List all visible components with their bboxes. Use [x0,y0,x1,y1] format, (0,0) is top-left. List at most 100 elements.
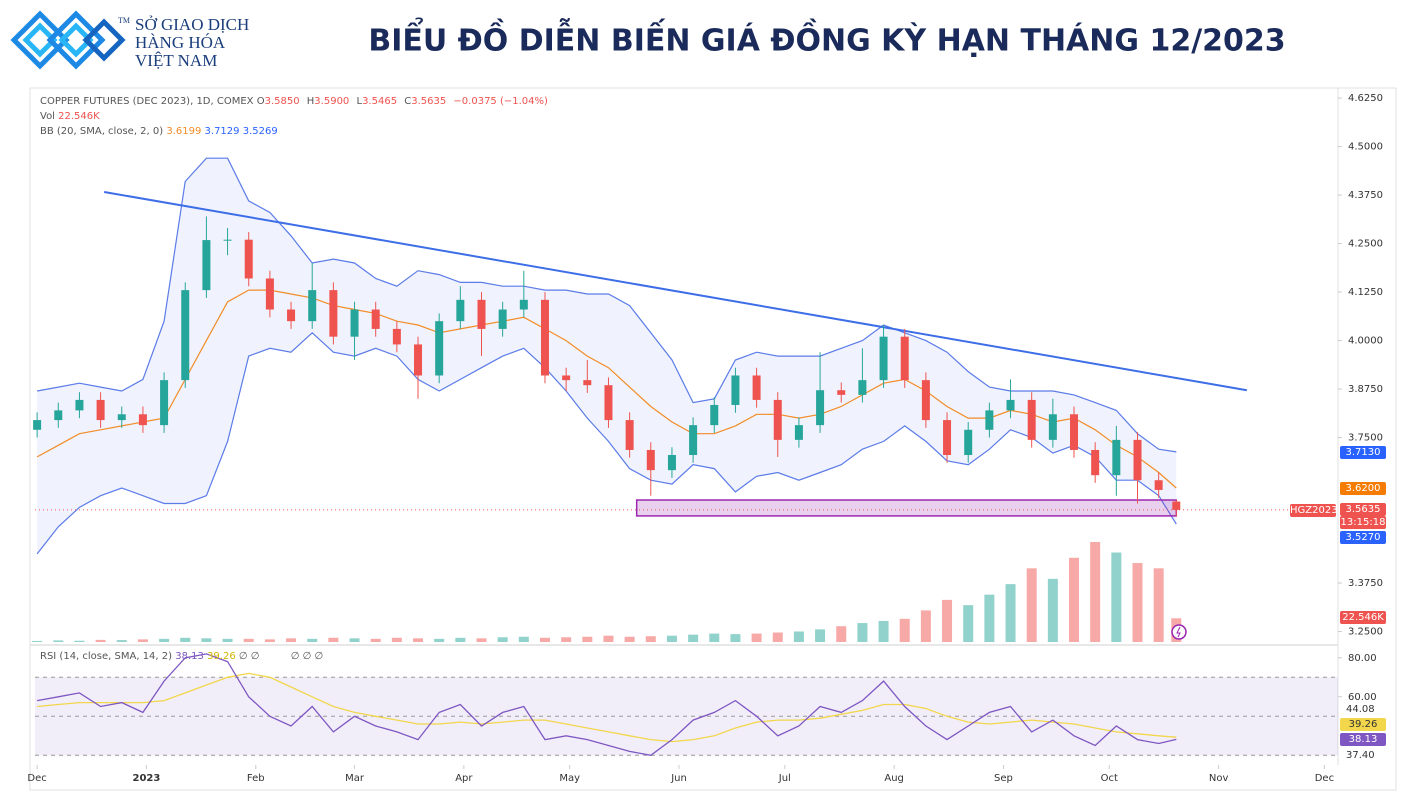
candle-body [921,380,930,421]
candle-body [329,290,338,337]
x-tick-label: Jun [670,773,687,784]
candle-body [752,375,761,400]
y-tick-label: 4.5000 [1348,142,1383,153]
volume-bar [899,618,910,642]
candle-body [1048,414,1057,440]
rsi-symbols: ∅ ∅ [238,651,260,662]
bb-line [36,331,1177,555]
ohlc-key: H [306,96,315,107]
bb-middle-badge: 3.6200 [1340,482,1386,495]
symbol-info: COPPER FUTURES (DEC 2023), 1D, COMEX O3.… [40,96,552,107]
volume-bar [201,638,212,642]
x-tick-label: Apr [455,773,473,784]
volume-bar [95,639,106,642]
x-tick-label: Mar [345,773,365,784]
volume-bar [116,640,127,642]
candle-body [308,290,317,322]
y-tick-label: 3.3750 [1348,578,1383,589]
volume-bar [942,599,953,642]
ticker-badge: HGZ2023 [1290,504,1338,517]
volume-bar [1026,568,1037,642]
x-tick-label: Oct [1101,773,1118,784]
candle-body [562,375,571,381]
candle-body [1027,399,1036,440]
candle-body [1091,449,1100,476]
candle-body [54,410,63,421]
candle-body [731,375,740,405]
candle-body [96,399,105,421]
y-tick-label: 80.00 [1348,653,1377,664]
candle-body [1154,480,1163,490]
candle-body [604,385,613,421]
candle-body [287,309,296,322]
logo-tm: TM [118,16,130,25]
rsi-ma-badge: 39.26 [1340,718,1386,731]
ohlc-value: 3.5900 [314,96,350,107]
volume-bar [180,637,191,642]
y-tick-label: 4.2500 [1348,239,1383,250]
x-tick-label: Feb [247,773,265,784]
bb-upper-badge: 3.7130 [1340,446,1386,459]
frame [29,87,1397,791]
candle-body [794,425,803,440]
candle-body [498,309,507,329]
volume-bar [391,637,402,642]
bb-value: 3.7129 [204,126,240,137]
volume-bar [857,623,868,642]
candle-body [519,299,528,310]
candle-body [1006,399,1015,411]
candle-body [985,410,994,430]
vol-label: Vol [40,111,55,122]
rsi-info: RSI (14, close, SMA, 14, 2) 38.13 39.26 … [40,651,323,662]
bb-band-fill [37,158,1177,554]
volume-bar [1153,568,1164,642]
x-tick-label: May [559,773,580,784]
bb-info: BB (20, SMA, close, 2, 0) 3.6199 3.7129 … [40,126,278,137]
volume-bar [434,638,445,642]
volume-bar [1005,584,1016,642]
candle-body [371,309,380,329]
ohlc-value: 3.5465 [362,96,398,107]
volume-bar [624,636,635,642]
rsi-badge: 38.13 [1340,733,1386,746]
page-title: BIỂU ĐỒ DIỄN BIẾN GIÁ ĐỒNG KỲ HẠN THÁNG … [368,18,1285,59]
candle-body [773,399,782,440]
candle-body [1133,439,1142,481]
candle-body [646,449,655,471]
candle-body [943,420,952,456]
volume-bar [751,633,762,642]
volume-bar [815,629,826,642]
candle-body [202,240,211,291]
y-tick-label: 4.1250 [1348,287,1383,298]
candle-body [392,328,401,345]
candle-body [456,299,465,322]
volume-bar [603,635,614,642]
ohlc-key: L [356,96,363,107]
x-tick-label: Dec [1315,773,1334,784]
volume-bar [666,635,677,642]
ohlc-key: O [256,96,265,107]
volume-bar [328,637,339,642]
volume-bar [137,639,148,642]
rsi-label: RSI (14, close, SMA, 14, 2) [40,651,173,662]
candle-body [244,239,253,279]
volume-bar [1111,552,1122,642]
volume-bar [243,638,254,642]
volume-bar [1132,563,1143,642]
volume-bar [32,640,43,642]
volume-bar [497,637,508,642]
x-tick-label: Jul [778,773,791,784]
rsi-ma-value: 39.26 [207,651,236,662]
volume-bar [836,626,847,642]
y-tick-label: 4.0000 [1348,336,1383,347]
volume-bar [645,636,656,642]
candle-body [138,414,147,426]
alert-icon[interactable] [1171,624,1187,640]
volume-bar [286,638,297,642]
candle-body [1112,439,1121,476]
volume-badge: 22.546K [1340,611,1386,624]
bb-value: 3.6199 [166,126,202,137]
candle-body [964,429,973,456]
volume-bar [730,634,741,642]
